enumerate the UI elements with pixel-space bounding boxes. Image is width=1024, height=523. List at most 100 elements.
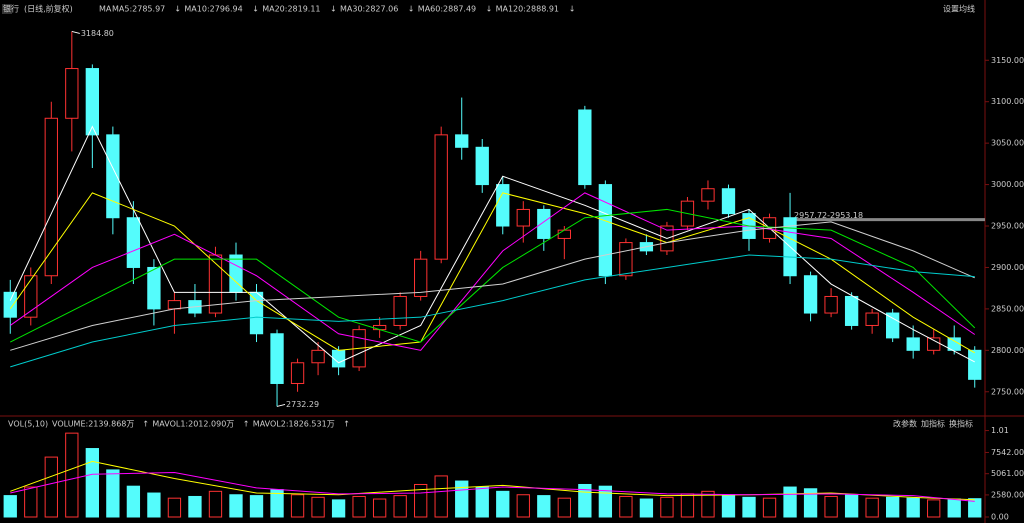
candle-body [393, 295, 407, 326]
y-tick-label: 5061.00 [991, 469, 1024, 478]
ma-line [9, 125, 975, 364]
volume-bar [516, 494, 530, 518]
candle-body [598, 184, 613, 277]
candle-body [229, 254, 243, 293]
candle-body [290, 362, 305, 384]
volume-bar [557, 497, 571, 518]
volume-bar [762, 497, 777, 518]
legend-entry: MA120:2888.91 [496, 5, 559, 14]
candle-body [24, 275, 38, 318]
volume-bar [742, 496, 756, 518]
candle-body [721, 188, 736, 215]
volume-bar [208, 490, 223, 518]
candle-body [906, 337, 920, 351]
legend-arrow: ↑ [243, 420, 250, 429]
volume-bar [721, 494, 736, 518]
legend-entry: MA20:2819.11 [262, 5, 320, 14]
candle-body [968, 349, 982, 380]
legend-arrow: ↓ [569, 5, 576, 14]
candle-body [824, 295, 838, 314]
volume-bar [85, 448, 99, 518]
candle-body [701, 188, 715, 202]
volume-bar [968, 498, 982, 518]
volume-bar [3, 495, 17, 518]
y-tick-label: 2800.00 [991, 346, 1024, 355]
candle-body [578, 109, 592, 186]
volume-bar [372, 498, 387, 518]
volume-bar [65, 432, 79, 518]
volume-bar [701, 490, 715, 518]
legend-entry: MA10:2796.94 [184, 5, 242, 14]
candle-body [372, 324, 387, 331]
candle-body [414, 258, 428, 297]
candle-body [44, 117, 58, 277]
y-tick-label: 0.00 [991, 513, 1009, 522]
volume-bar [475, 486, 489, 518]
indicator-button[interactable]: 加指标 [921, 419, 945, 429]
y-tick-label: 2900.00 [991, 263, 1024, 272]
legend-arrow: ↓ [330, 5, 337, 14]
candle-body [557, 229, 571, 239]
indicator-button[interactable]: 换指标 [949, 419, 973, 429]
chart-title: 银行 [3, 4, 19, 14]
y-tick-label: 1.01 [991, 426, 1009, 435]
candle-body [496, 184, 510, 227]
candle-body [249, 291, 264, 335]
volume-label: VOL(5,10) [8, 420, 48, 429]
candle-body [147, 266, 161, 310]
volume-bar [24, 486, 38, 518]
settings-button[interactable]: 设置均线 [943, 4, 975, 14]
annotation-pointer [71, 30, 80, 34]
candle-body [434, 134, 448, 260]
y-tick-label: 2850.00 [991, 304, 1024, 313]
candle-body [844, 295, 859, 326]
candle-body [927, 337, 941, 351]
volume-bar [229, 494, 243, 518]
legend-arrow: ↑ [142, 420, 149, 429]
y-tick-label: 3100.00 [991, 97, 1024, 106]
candle-body [65, 68, 79, 119]
y-tick-label: 3000.00 [991, 180, 1024, 189]
candle-body [126, 217, 141, 268]
legend-arrow: ↓ [408, 5, 415, 14]
legend-entry: VOLUME:2139.868万 [52, 420, 134, 429]
legend-entry: MA30:2827.06 [340, 5, 398, 14]
y-tick-label: 2580.00 [991, 490, 1024, 499]
title-icon [2, 4, 12, 14]
indicator-button[interactable]: 改参数 [893, 419, 917, 429]
volume-bar [927, 499, 941, 518]
y-tick-label: 2750.00 [991, 387, 1024, 396]
legend-entry: MA5:2785.97 [112, 5, 165, 14]
candle-body [455, 134, 469, 148]
y-tick-label: 3050.00 [991, 139, 1024, 148]
ma-line [10, 208, 976, 343]
legend-entry: MAVOL2:1826.531万 [253, 420, 335, 429]
candle-body [619, 242, 633, 277]
candle-body [167, 300, 182, 310]
ma-line [10, 254, 975, 368]
candle-body [475, 146, 489, 186]
volume-bar [249, 495, 264, 518]
candle-body [803, 275, 818, 314]
volume-bar [126, 485, 141, 518]
volume-bar [352, 495, 366, 518]
volume-bar [496, 490, 510, 518]
legend-entry: MA60:2887.49 [418, 5, 476, 14]
volume-bar [44, 456, 58, 518]
ma-line [10, 460, 975, 501]
volume-bar [906, 497, 920, 518]
volume-bar [393, 495, 407, 518]
y-tick-label: 3150.00 [991, 56, 1024, 65]
volume-bar [167, 497, 182, 518]
reference-label: 2957.72-2953.18 [794, 211, 863, 220]
ma-label: MA [99, 5, 112, 14]
volume-bar [311, 496, 325, 518]
volume-bar [947, 498, 961, 518]
candle-body [537, 208, 551, 239]
chart-subtitle: (日线,前复权) [24, 4, 73, 14]
volume-bar [844, 494, 859, 518]
volume-bar [106, 469, 120, 518]
y-tick-label: 7542.00 [991, 448, 1024, 457]
